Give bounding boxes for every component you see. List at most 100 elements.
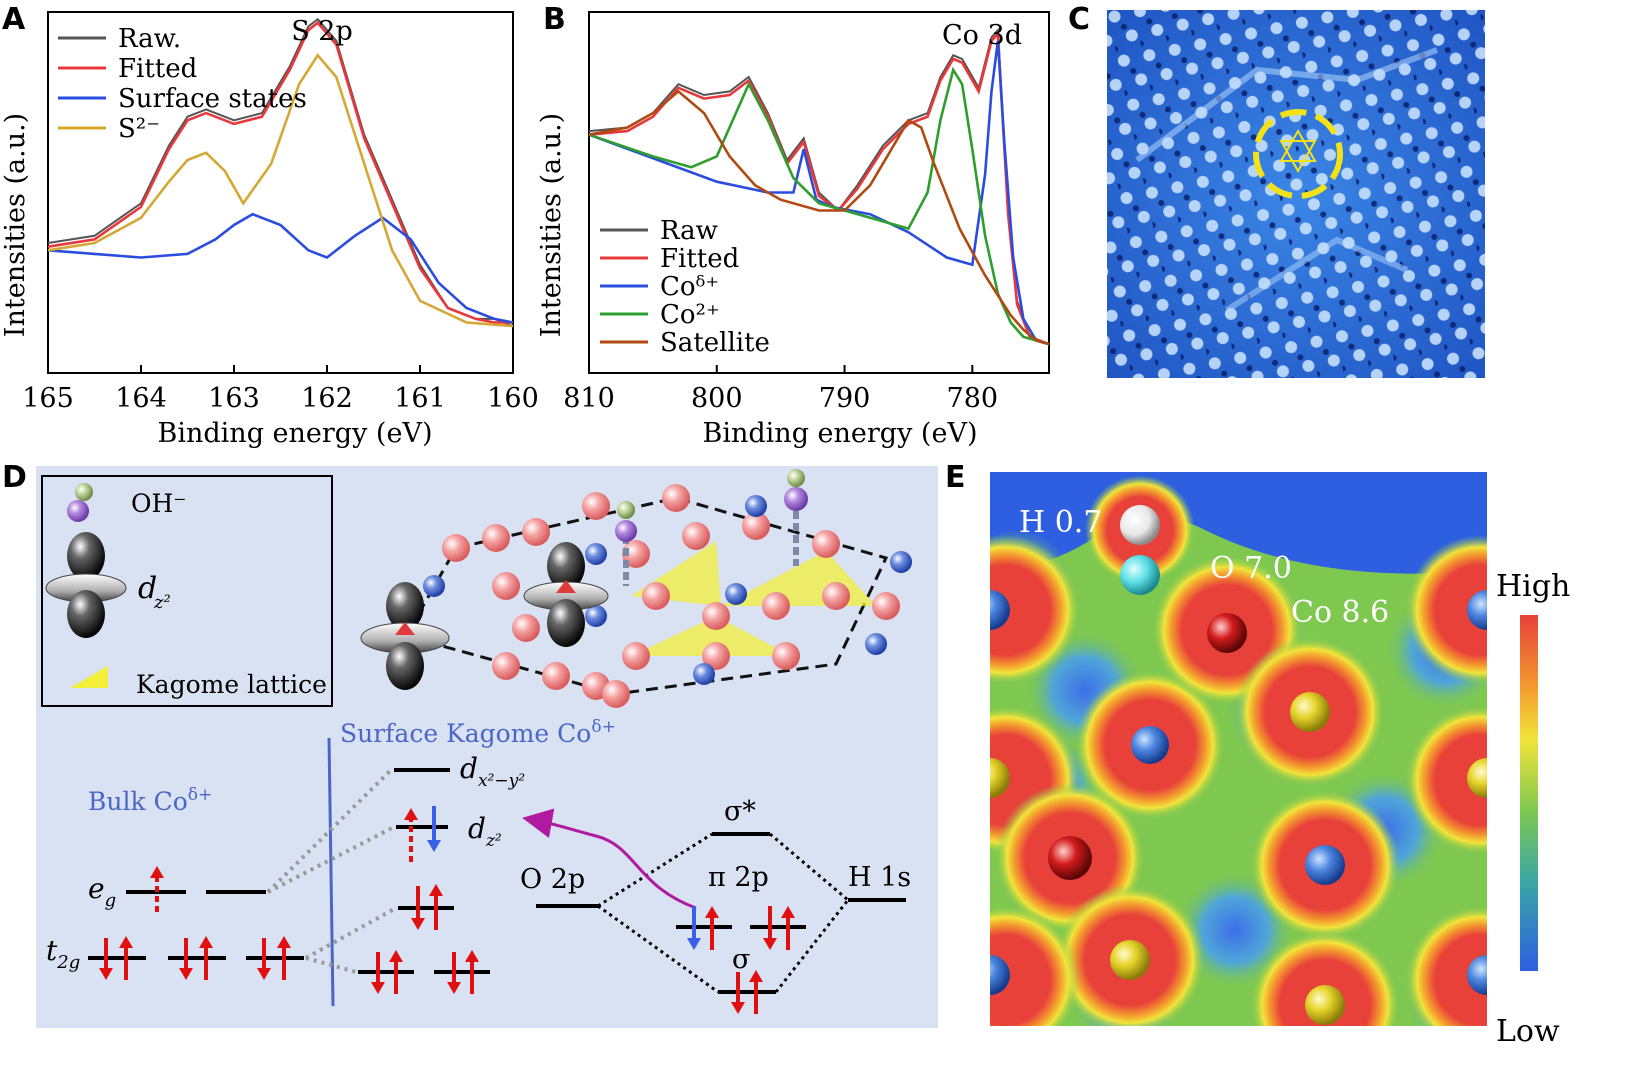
high-density-region — [1405, 705, 1487, 855]
o-charge-label: O 7.0 — [1210, 551, 1292, 586]
stm-image — [1107, 10, 1485, 378]
arrow-head — [150, 866, 164, 878]
arrow-head — [749, 970, 763, 982]
lattice-cell-outline — [403, 496, 889, 696]
kagome-highlight-circle — [1253, 109, 1343, 199]
sulfur-atom — [742, 512, 770, 540]
chart-title: S 2p — [291, 16, 353, 47]
surface-kagome-label: Surface Kagome Coδ+ — [340, 717, 616, 748]
arrow-head — [705, 906, 719, 918]
eg-label: eg — [88, 872, 116, 911]
legend-entry: Fitted — [118, 54, 197, 84]
cobalt-atom — [585, 543, 607, 565]
high-density-region — [990, 905, 1080, 1026]
y-axis-label: Intensities (a.u.) — [536, 113, 567, 337]
cobalt-atom — [1467, 955, 1487, 995]
dz2-orbital-icon — [45, 532, 127, 638]
arrow-head — [389, 950, 403, 962]
sulfur-atom — [772, 642, 800, 670]
arrow-head — [687, 938, 701, 950]
stm-lattice — [1107, 10, 1485, 378]
x-axis-label: Binding energy (eV) — [158, 418, 433, 449]
cobalt-atom — [1467, 590, 1487, 630]
y-axis-label: Intensities (a.u.) — [0, 113, 31, 337]
sulfur-atom — [1467, 758, 1487, 798]
arrow-head — [179, 968, 193, 980]
sulfur-atom — [822, 582, 850, 610]
x-tick-label: 810 — [563, 383, 615, 414]
oxygen-atom — [1048, 836, 1092, 880]
panel-letter-a: A — [2, 2, 26, 37]
sulfur-atom — [492, 652, 520, 680]
sulfur-atom — [702, 642, 730, 670]
legend-entry: S²⁻ — [118, 114, 160, 144]
x-tick-label: 165 — [22, 383, 74, 414]
schematic-d: OH⁻ d z² Kagome lattice Surface Kagome C… — [36, 466, 938, 1028]
stm-domain-line — [1225, 236, 1409, 313]
star-of-david-icon — [1279, 128, 1317, 174]
x-tick-label: 800 — [691, 383, 743, 414]
series-line-1 — [588, 27, 1050, 346]
sulfur-atom — [522, 518, 550, 546]
arrow-head — [257, 968, 271, 980]
cobalt-atom — [725, 583, 747, 605]
co-charge-label: Co 8.6 — [1291, 595, 1389, 630]
x-axis-label: Binding energy (eV) — [703, 418, 978, 449]
oxygen-atom — [1207, 613, 1247, 653]
series-line-5 — [588, 89, 1050, 346]
x-tick-label: 164 — [115, 383, 167, 414]
sulfur-atom — [442, 534, 470, 562]
cobalt-atom — [423, 575, 445, 597]
series-line-4 — [47, 53, 514, 328]
sulfur-atom — [872, 592, 900, 620]
legend-entry: Satellite — [660, 328, 770, 358]
legend-entry: Coᵟ⁺ — [660, 272, 719, 302]
dz2-orbital-lattice — [523, 542, 609, 647]
arrow-head — [371, 982, 385, 994]
arrow-head — [781, 906, 795, 918]
sulfur-atom — [812, 530, 840, 558]
arrow-head — [411, 918, 425, 930]
x-tick-label: 161 — [394, 383, 446, 414]
sulfur-atom — [602, 680, 630, 708]
series-line-3 — [588, 40, 1050, 346]
oxygen-adsorbate-atom — [1120, 555, 1160, 595]
dx2y2-label: dx²−y² — [460, 752, 525, 791]
oh-hydrogen-ball — [75, 483, 93, 501]
plot-frame — [47, 11, 514, 374]
high-density-region — [990, 535, 1080, 685]
sulfur-atom — [1290, 692, 1330, 732]
sulfur-atom — [1305, 985, 1345, 1025]
sulfur-atom — [482, 524, 510, 552]
arrow-head — [277, 936, 291, 948]
high-density-region — [1250, 930, 1400, 1026]
cobalt-atom — [585, 605, 607, 627]
x-tick-label: 780 — [947, 383, 999, 414]
level-correlation-lines — [266, 768, 397, 974]
h1s-label: H 1s — [848, 862, 911, 893]
x-tick-label: 790 — [819, 383, 871, 414]
stm-domain-line — [1135, 47, 1439, 163]
legend-dz2-subscript: z² — [153, 592, 171, 613]
oh-oxygen-ball — [67, 500, 89, 522]
chart-title: Co 3d — [942, 20, 1022, 51]
cobalt-atom — [990, 955, 1010, 995]
sulfur-atom — [682, 522, 710, 550]
oh-oxygen-ball — [784, 487, 808, 511]
o2p-label: O 2p — [520, 864, 585, 895]
cobalt-atom — [890, 551, 912, 573]
series-line-4 — [588, 66, 1050, 346]
arrow-head — [199, 936, 213, 948]
panel-letter-c: C — [1068, 2, 1091, 37]
x-tick-label: 162 — [301, 383, 353, 414]
bulk-co-label: Bulk Coδ+ — [88, 785, 212, 816]
colorbar-high-label: High — [1496, 569, 1570, 604]
colorbar-low-label: Low — [1496, 1014, 1560, 1049]
sigma-star-label: σ* — [724, 796, 756, 827]
kagome-triangle — [631, 616, 791, 656]
sulfur-atom — [702, 602, 730, 630]
panel-letter-e: E — [945, 460, 966, 495]
plot-frame — [588, 11, 1050, 374]
dz2-level-label: dz² — [468, 812, 502, 851]
sulfur-atom — [762, 592, 790, 620]
